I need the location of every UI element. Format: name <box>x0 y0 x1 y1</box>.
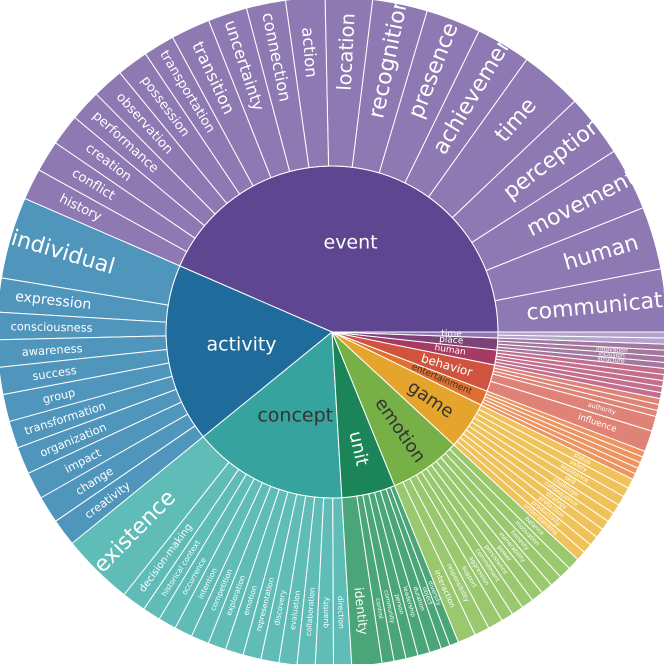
outer-segment-time-1[interactable] <box>497 331 664 339</box>
